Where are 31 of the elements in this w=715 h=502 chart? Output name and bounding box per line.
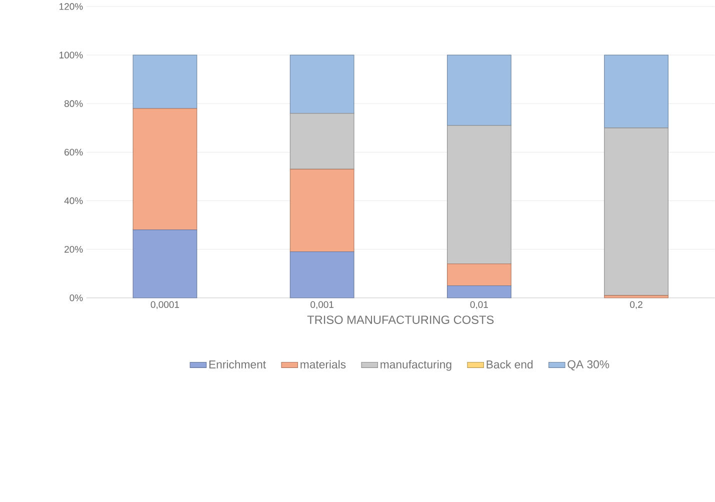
bar [290, 252, 354, 298]
bar [132, 54, 198, 109]
legend-label: materials [300, 360, 346, 369]
bar [290, 113, 354, 170]
x-tick-label: 0,0001 [150, 301, 180, 310]
bar [446, 125, 512, 264]
bar [604, 295, 668, 298]
bar [604, 128, 668, 296]
y-tick-label: 120% [60, 3, 83, 10]
x-tick-label: 0,001 [310, 301, 334, 310]
x-tick-label: 0,2 [630, 301, 642, 310]
legend-label: Enrichment [209, 360, 266, 369]
legend-label: Back end [486, 360, 533, 369]
bar [132, 108, 198, 230]
bar [446, 264, 512, 286]
x-axis-title: TRISO MANUFACTURING COSTS [307, 316, 494, 324]
legend-label: manufacturing [380, 360, 452, 371]
bar [446, 54, 512, 126]
legend-label: QA 30% [568, 360, 610, 370]
y-tick-label: 100% [60, 52, 83, 59]
y-tick-label: 60% [64, 148, 83, 156]
y-tick-label: 20% [64, 246, 83, 253]
y-tick-label: 0% [70, 294, 83, 302]
bar [446, 286, 512, 298]
x-tick-label: 0,01 [470, 301, 488, 310]
bar [604, 54, 668, 128]
y-tick-label: 80% [64, 100, 83, 108]
bar [290, 54, 354, 114]
bar [132, 230, 198, 298]
bar [290, 168, 354, 252]
y-tick-label: 40% [64, 197, 83, 204]
